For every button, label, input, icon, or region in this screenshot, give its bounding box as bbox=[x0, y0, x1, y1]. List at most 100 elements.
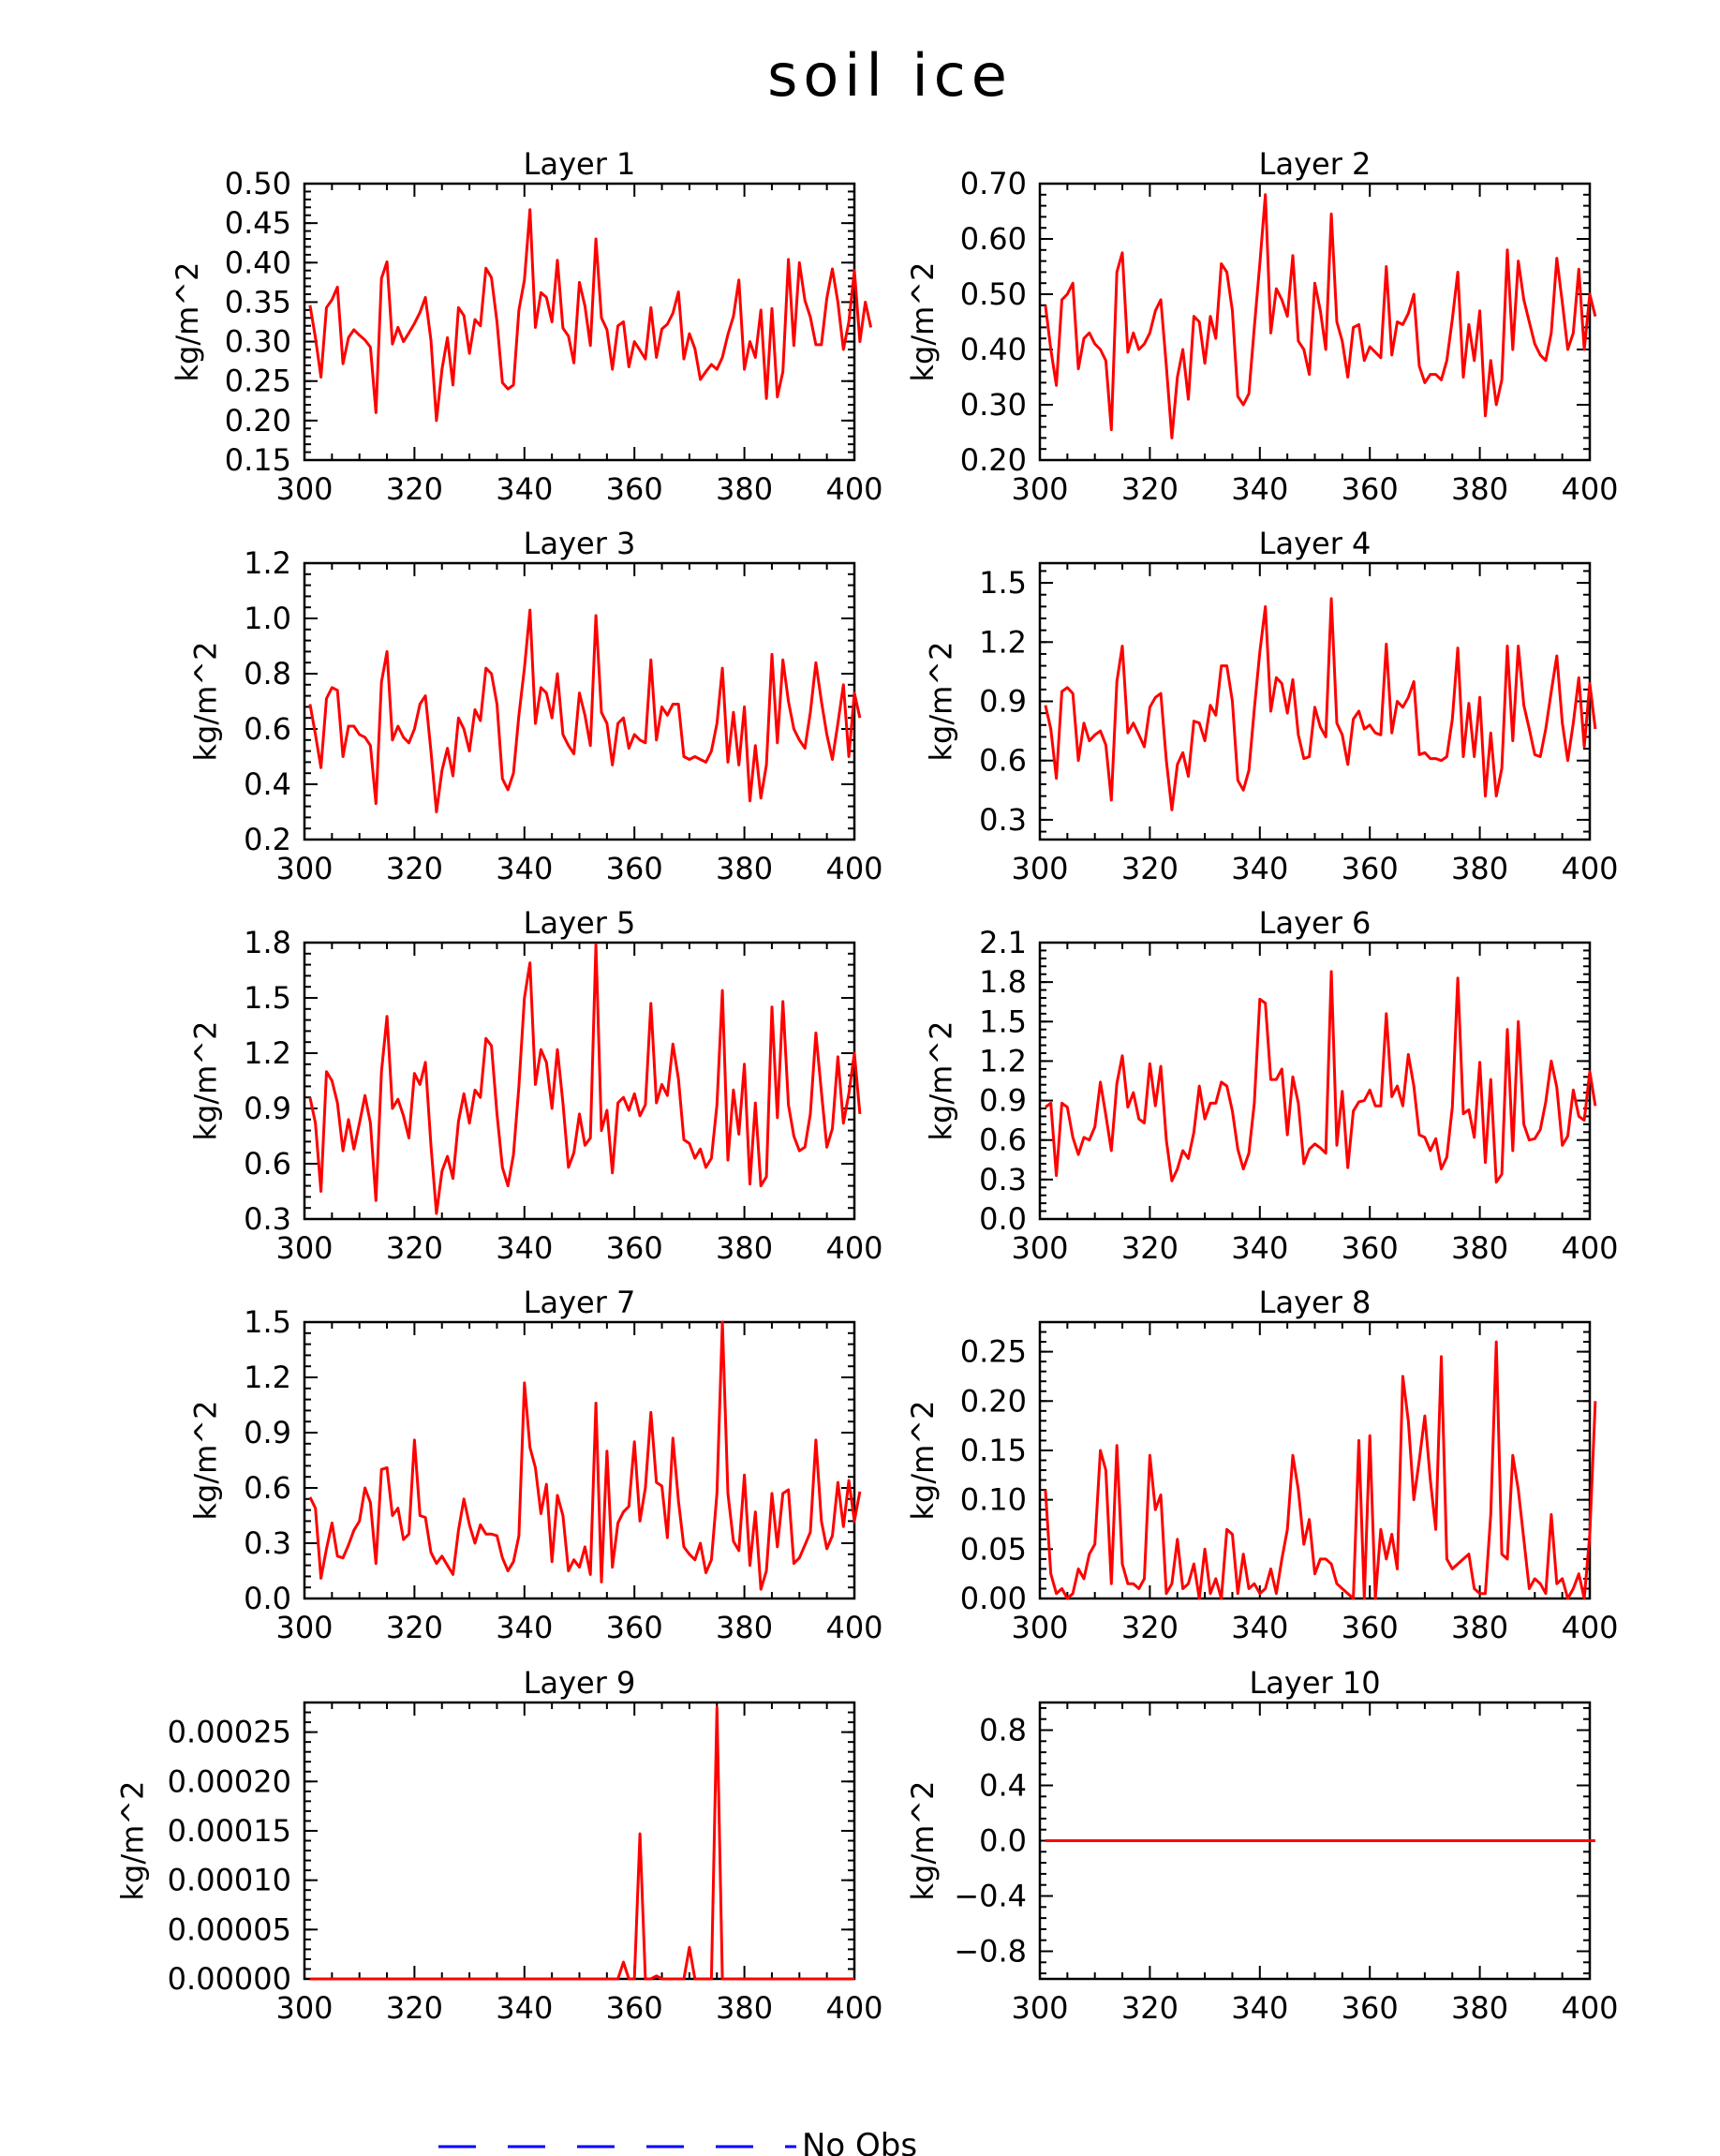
y-tick-label: 0.00000 bbox=[168, 1961, 291, 1997]
plot-frame bbox=[1038, 941, 1592, 1221]
x-tick-label: 380 bbox=[716, 1610, 773, 1645]
y-axis-label: kg/m^2 bbox=[905, 1401, 941, 1521]
x-tick-label: 300 bbox=[1011, 1990, 1068, 2026]
x-tick-label: 400 bbox=[1561, 1610, 1618, 1645]
y-tick-label: 0.4 bbox=[979, 1768, 1027, 1804]
y-tick-label: 0.2 bbox=[244, 822, 291, 857]
x-tick-label: 380 bbox=[1451, 471, 1508, 507]
x-tick-label: 340 bbox=[496, 851, 553, 886]
x-tick-label: 400 bbox=[1561, 1990, 1618, 2026]
y-tick-label: 2.1 bbox=[979, 925, 1027, 960]
x-tick-label: 340 bbox=[1231, 1610, 1288, 1645]
y-tick-label: 0.3 bbox=[244, 1201, 291, 1237]
panel-title: Layer 4 bbox=[1259, 526, 1372, 561]
y-tick-label: 0.6 bbox=[244, 1146, 291, 1182]
x-tick-label: 300 bbox=[275, 851, 333, 886]
y-tick-label: 0.20 bbox=[960, 442, 1027, 478]
y-tick-label: 0.0 bbox=[979, 1201, 1027, 1237]
series-line bbox=[1044, 597, 1597, 811]
x-tick-label: 380 bbox=[716, 471, 773, 507]
y-tick-label: 0.15 bbox=[960, 1433, 1027, 1468]
legend: No Obs bbox=[438, 2127, 917, 2156]
y-axis-label: kg/m^2 bbox=[188, 1021, 224, 1141]
y-tick-label: 0.15 bbox=[225, 442, 291, 478]
plot-frame bbox=[303, 1701, 856, 1981]
y-axis-label: kg/m^2 bbox=[188, 1401, 224, 1521]
series-line bbox=[308, 943, 862, 1215]
y-tick-label: 0.20 bbox=[225, 403, 291, 439]
y-tick-label: −0.4 bbox=[954, 1879, 1027, 1914]
x-tick-label: 320 bbox=[386, 1230, 443, 1266]
x-tick-label: 380 bbox=[716, 851, 773, 886]
x-tick-label: 340 bbox=[496, 471, 553, 507]
y-tick-label: 0.40 bbox=[960, 332, 1027, 367]
series-line bbox=[308, 208, 873, 423]
panel-layer-7: Layer 7 300 320 340 360 380 400 0.0 0.3 0.6 0.9 1.2… bbox=[188, 1285, 883, 1645]
x-tick-label: 400 bbox=[825, 1230, 882, 1266]
y-tick-label: 0.25 bbox=[225, 364, 291, 399]
x-tick-label: 360 bbox=[606, 471, 663, 507]
panel-layer-4: Layer 4 300 320 340 360 380 400 0.3 0.6 0.9 1.2 1.5… bbox=[924, 526, 1619, 886]
x-tick-label: 360 bbox=[606, 851, 663, 886]
panel-layer-8: Layer 8 300 320 340 360 380 400 0.00 0.05 0.10 0.1… bbox=[905, 1285, 1619, 1645]
series-line bbox=[1045, 970, 1597, 1184]
y-axis-label: kg/m^2 bbox=[924, 1021, 959, 1141]
y-tick-label: 0.8 bbox=[244, 656, 291, 691]
x-tick-label: 380 bbox=[1451, 1230, 1508, 1266]
series-line bbox=[308, 608, 862, 813]
y-tick-label: 1.0 bbox=[244, 601, 291, 636]
x-tick-label: 340 bbox=[496, 1610, 553, 1645]
y-axis-label: kg/m^2 bbox=[170, 262, 205, 382]
y-tick-label: 0.6 bbox=[244, 711, 291, 747]
y-axis-label: kg/m^2 bbox=[188, 642, 224, 762]
y-tick-label: 0.00015 bbox=[168, 1813, 291, 1849]
y-tick-label: 0.60 bbox=[960, 221, 1027, 257]
x-tick-label: 360 bbox=[606, 1990, 663, 2026]
y-tick-label: 0.05 bbox=[960, 1531, 1027, 1567]
panel-title: Layer 6 bbox=[1259, 905, 1372, 941]
y-tick-label: −0.8 bbox=[954, 1934, 1027, 1970]
plot-frame bbox=[1038, 561, 1592, 841]
panel-layer-3: Layer 3 300 320 340 360 380 400 0.2 0.4 0.6 0.8 1.0… bbox=[188, 526, 883, 886]
panel-title: Layer 7 bbox=[524, 1285, 636, 1320]
x-tick-label: 360 bbox=[1342, 1230, 1399, 1266]
y-tick-label: 1.8 bbox=[979, 964, 1027, 1000]
plot-frame bbox=[303, 941, 856, 1221]
y-tick-label: 0.6 bbox=[979, 743, 1027, 779]
x-tick-label: 320 bbox=[1121, 471, 1179, 507]
panel-layer-10: Layer 10 300 320 340 360 380 400 −0.8 −0.4 0.0 0.4… bbox=[905, 1665, 1619, 2026]
x-tick-label: 340 bbox=[496, 1990, 553, 2026]
y-tick-label: 0.25 bbox=[960, 1334, 1027, 1370]
y-tick-label: 0.35 bbox=[225, 284, 291, 320]
x-tick-label: 340 bbox=[1231, 471, 1288, 507]
x-tick-label: 300 bbox=[1011, 1230, 1068, 1266]
y-tick-label: 1.2 bbox=[244, 545, 291, 581]
x-tick-label: 320 bbox=[1121, 1990, 1179, 2026]
series-line bbox=[309, 1705, 854, 1981]
y-tick-label: 1.2 bbox=[244, 1035, 291, 1071]
y-tick-label: 0.9 bbox=[244, 1091, 291, 1126]
panel-layer-6: Layer 6 300 320 340 360 380 400 0.0 0.3 0.6 0.9 1.2… bbox=[924, 905, 1619, 1266]
x-tick-label: 320 bbox=[386, 1610, 443, 1645]
y-tick-label: 0.00010 bbox=[168, 1863, 291, 1898]
panel-title: Layer 3 bbox=[524, 526, 636, 561]
y-tick-label: 0.00020 bbox=[168, 1763, 291, 1799]
x-tick-label: 320 bbox=[1121, 1610, 1179, 1645]
plot-frame bbox=[1038, 182, 1592, 462]
x-tick-label: 380 bbox=[716, 1990, 773, 2026]
y-tick-label: 0.20 bbox=[960, 1383, 1027, 1419]
x-tick-label: 300 bbox=[275, 1230, 333, 1266]
x-tick-label: 360 bbox=[1342, 1990, 1399, 2026]
y-tick-label: 0.40 bbox=[225, 245, 291, 280]
x-tick-label: 300 bbox=[1011, 471, 1068, 507]
panel-layer-5: Layer 5 300 320 340 360 380 400 0.3 0.6 0.9 1.2 1.5… bbox=[188, 905, 883, 1266]
y-tick-label: 0.9 bbox=[979, 684, 1027, 720]
x-tick-label: 360 bbox=[1342, 471, 1399, 507]
y-tick-label: 0.30 bbox=[225, 324, 291, 360]
y-tick-label: 1.5 bbox=[979, 565, 1027, 601]
panel-title: Layer 8 bbox=[1259, 1285, 1372, 1320]
y-tick-label: 0.45 bbox=[225, 205, 291, 241]
y-tick-label: 1.2 bbox=[244, 1360, 291, 1395]
panel-layer-2: Layer 2 300 320 340 360 380 400 0.20 0.30 0.40 0.5… bbox=[905, 146, 1619, 507]
